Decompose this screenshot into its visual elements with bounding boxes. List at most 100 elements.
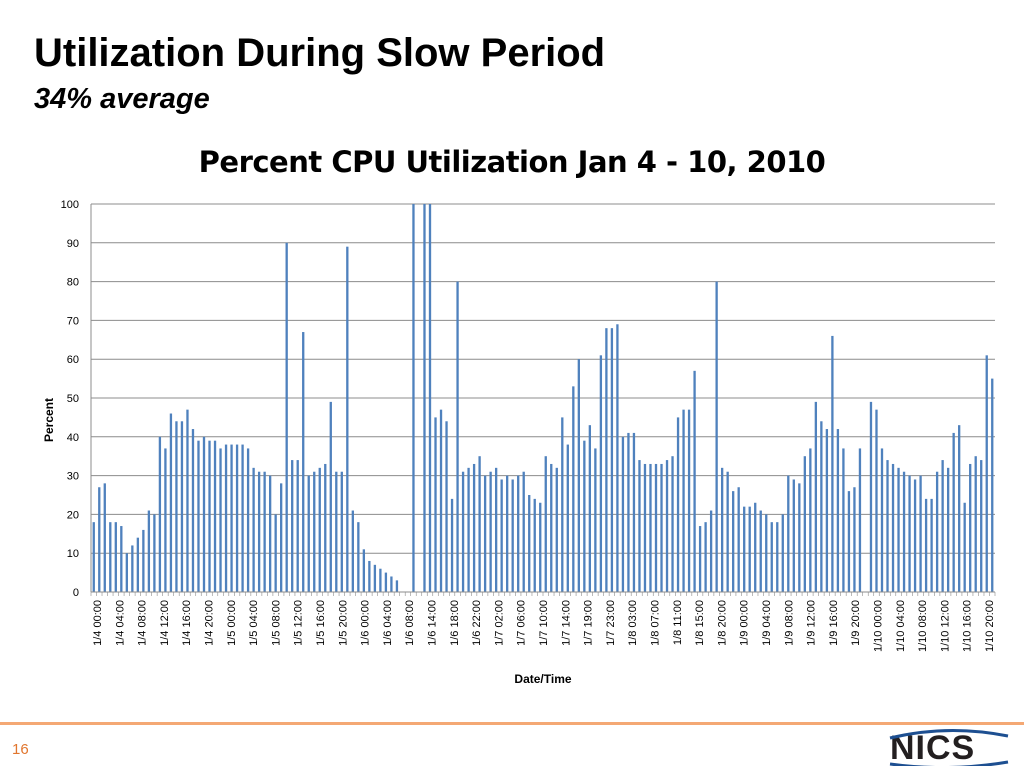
bar (577, 359, 580, 592)
bar (698, 526, 702, 592)
x-tick-label: 1/6 14:00 (427, 600, 439, 646)
bar (665, 460, 669, 592)
bar (434, 417, 437, 592)
bar (913, 479, 917, 592)
slide-title: Utilization During Slow Period (34, 31, 606, 75)
bar (660, 463, 663, 592)
bar (643, 463, 647, 592)
bar (125, 553, 128, 592)
x-tick-label: 1/6 00:00 (360, 600, 372, 646)
bar (213, 440, 217, 592)
x-tick-label: 1/7 06:00 (516, 600, 528, 646)
bar (891, 463, 895, 592)
bar (880, 448, 884, 592)
bar (869, 401, 873, 592)
bar (842, 448, 845, 592)
slide-subtitle: 34% average (34, 83, 210, 115)
bar (732, 491, 735, 592)
bar (235, 444, 239, 592)
bar (131, 545, 134, 592)
bar (169, 413, 173, 592)
bar (709, 510, 713, 592)
bar (373, 564, 377, 592)
bar (368, 560, 371, 592)
bar (346, 246, 349, 592)
bar (428, 204, 432, 592)
bar (583, 440, 586, 592)
y-tick-label: 70 (67, 315, 79, 327)
bar (627, 432, 630, 592)
bar (202, 436, 206, 592)
bar (109, 522, 112, 592)
bar (858, 448, 862, 592)
bar (550, 463, 553, 592)
bar (191, 429, 195, 592)
x-tick-label: 1/9 12:00 (806, 600, 818, 646)
bar (638, 460, 641, 592)
bar (946, 467, 950, 592)
bar (318, 467, 321, 592)
bar (329, 401, 332, 592)
x-tick-label: 1/5 00:00 (226, 600, 238, 646)
bar (632, 432, 636, 592)
x-tick-label: 1/8 07:00 (650, 600, 662, 646)
x-tick-label: 1/10 20:00 (984, 600, 996, 652)
bar (759, 510, 762, 592)
x-tick-label: 1/6 08:00 (404, 600, 416, 646)
tick-labels: 0 10 20 30 40 50 60 70 80 90 100 1/4 00:00 1/4 04:00… (61, 199, 996, 652)
x-tick-label: 1/4 08:00 (137, 600, 149, 646)
bar (743, 506, 746, 592)
x-tick-label: 1/5 20:00 (337, 600, 349, 646)
x-tick-label: 1/10 00:00 (873, 600, 885, 652)
bar (395, 580, 399, 592)
x-tick-label: 1/6 18:00 (449, 600, 461, 646)
x-tick-label: 1/4 16:00 (181, 600, 193, 646)
x-tick-label: 1/5 12:00 (293, 600, 305, 646)
bar (136, 537, 140, 592)
y-tick-label: 80 (67, 277, 79, 289)
bar (539, 502, 542, 592)
bars (92, 204, 994, 593)
cpu-utilization-chart: 0 10 20 30 40 50 60 70 80 90 100 1/4 00:00 1/4 04:00… (42, 199, 996, 686)
bar (379, 568, 382, 592)
y-tick-label: 100 (61, 199, 79, 211)
x-tick-label: 1/7 14:00 (560, 600, 572, 646)
bar (671, 456, 674, 592)
bar (478, 456, 481, 592)
bar (114, 522, 117, 592)
bar (748, 506, 751, 592)
bar (693, 370, 696, 592)
bar (153, 514, 156, 592)
bar (776, 522, 779, 592)
bar (726, 471, 729, 592)
footer-divider (0, 722, 1024, 725)
y-tick-label: 50 (67, 393, 79, 405)
bar (274, 514, 277, 592)
bar (175, 421, 178, 592)
bar (908, 475, 911, 592)
x-tick-label: 1/8 03:00 (627, 600, 639, 646)
bar (985, 355, 988, 592)
bar (847, 491, 851, 592)
bar (687, 409, 691, 592)
bar (980, 460, 983, 592)
bar (605, 328, 608, 592)
bar (280, 483, 283, 592)
bar (935, 471, 939, 592)
bar (98, 487, 101, 592)
x-tick-label: 1/5 04:00 (248, 600, 260, 646)
x-tick-label: 1/5 16:00 (315, 600, 327, 646)
bar (307, 475, 310, 592)
bar (676, 417, 680, 592)
bar (781, 514, 784, 592)
bar (952, 432, 955, 592)
bar (390, 576, 393, 592)
bar (208, 440, 211, 592)
x-tick-label: 1/9 00:00 (739, 600, 751, 646)
bar (809, 448, 812, 592)
bar (494, 467, 498, 592)
bar (765, 514, 768, 592)
bar (610, 328, 614, 592)
bar (197, 440, 200, 592)
bar (820, 421, 823, 592)
